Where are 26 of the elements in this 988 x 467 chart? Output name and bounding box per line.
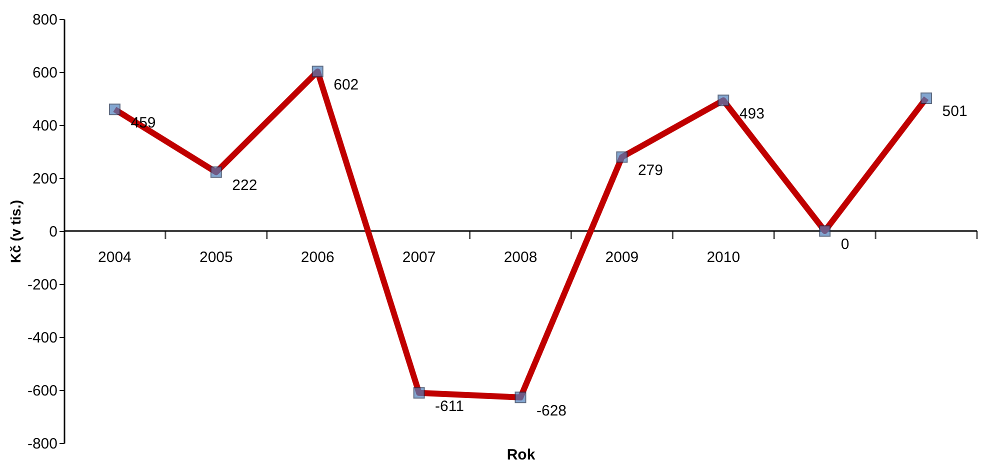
y-tick-label: 0: [49, 224, 58, 240]
y-tick-label: -800: [27, 436, 58, 452]
x-tick-label: 2004: [98, 249, 132, 266]
y-tick-label: 600: [32, 64, 58, 82]
x-tick-label: 2006: [300, 249, 334, 266]
y-axis-title: Kč (v tis.): [7, 200, 24, 264]
data-label: 501: [942, 103, 968, 120]
data-label: 0: [840, 236, 850, 253]
data-label: 602: [334, 76, 359, 94]
y-tick-label: -400: [27, 330, 58, 346]
y-tick-label: 400: [32, 118, 58, 134]
data-label: -611: [435, 398, 464, 415]
y-tick-label: 800: [32, 12, 58, 28]
y-tick-label: -200: [27, 276, 58, 294]
x-tick-label: 2005: [199, 249, 233, 266]
x-tick-label: 2009: [605, 249, 639, 266]
y-tick-label: 200: [32, 170, 58, 188]
x-axis-title: Rok: [506, 446, 536, 464]
x-tick-label: 2007: [402, 249, 436, 266]
data-label: 493: [739, 105, 764, 122]
data-label: -628: [536, 402, 567, 420]
x-tick-label: 2010: [706, 249, 740, 266]
y-tick-label: -600: [27, 382, 58, 400]
data-label: 279: [638, 162, 663, 180]
data-label: 222: [232, 177, 258, 194]
x-tick-label: 2008: [504, 249, 538, 266]
